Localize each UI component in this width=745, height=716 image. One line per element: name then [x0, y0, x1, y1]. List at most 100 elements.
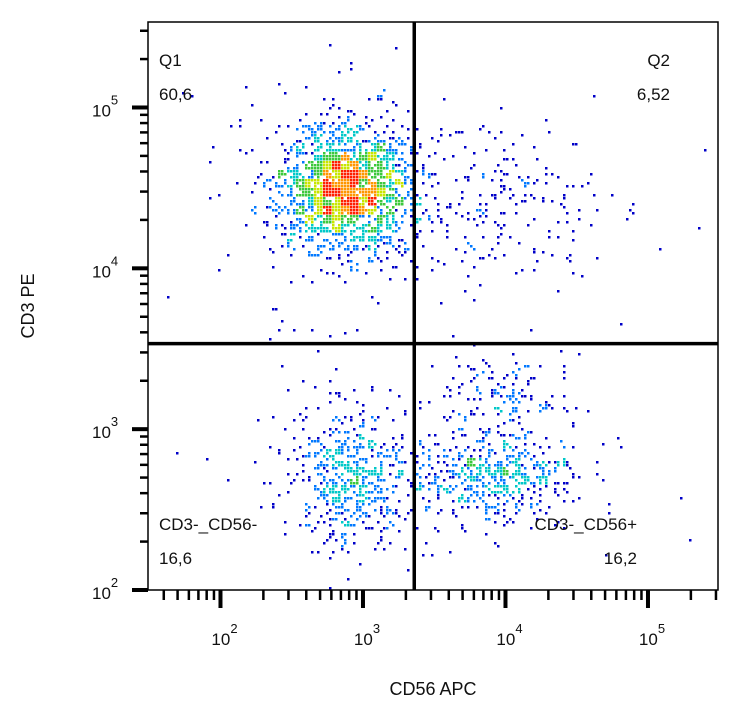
event-dot [380, 473, 383, 476]
event-dot [449, 485, 452, 488]
event-dot [362, 164, 365, 167]
event-dot [365, 188, 368, 191]
event-dot [452, 458, 455, 461]
event-dot [587, 410, 590, 413]
event-dot [182, 92, 185, 95]
event-dot [545, 476, 548, 479]
event-dot [395, 182, 398, 185]
event-dot [281, 173, 284, 176]
event-dot [383, 182, 386, 185]
event-dot [365, 491, 368, 494]
event-dot [296, 155, 299, 158]
event-dot [437, 497, 440, 500]
event-dot [314, 137, 317, 140]
event-dot [410, 509, 413, 512]
event-dot [368, 497, 371, 500]
event-dot [293, 212, 296, 215]
event-dot [368, 443, 371, 446]
event-dot [272, 251, 275, 254]
event-dot [539, 446, 542, 449]
event-dot [317, 149, 320, 152]
event-dot [299, 206, 302, 209]
event-dot [338, 161, 341, 164]
event-dot [299, 446, 302, 449]
event-dot [317, 488, 320, 491]
event-dot [335, 167, 338, 170]
event-dot [305, 179, 308, 182]
event-dot [314, 467, 317, 470]
event-dot [386, 125, 389, 128]
event-dot [452, 377, 455, 380]
event-dot [344, 134, 347, 137]
event-dot [605, 554, 608, 557]
event-dot [341, 479, 344, 482]
event-dot [335, 191, 338, 194]
event-dot [437, 488, 440, 491]
event-dot [479, 455, 482, 458]
event-dot [470, 470, 473, 473]
event-dot [383, 194, 386, 197]
event-dot [317, 164, 320, 167]
event-dot [503, 254, 506, 257]
event-dot [362, 155, 365, 158]
event-dot [407, 512, 410, 515]
event-dot [347, 224, 350, 227]
event-dot [629, 209, 632, 212]
event-dot [368, 245, 371, 248]
event-dot [398, 515, 401, 518]
event-dot [320, 443, 323, 446]
event-dot [401, 140, 404, 143]
event-dot [512, 158, 515, 161]
event-dot [338, 230, 341, 233]
event-dot [461, 197, 464, 200]
event-dot [440, 134, 443, 137]
event-dot [374, 443, 377, 446]
event-dot [332, 485, 335, 488]
event-dot [401, 143, 404, 146]
event-dot [377, 200, 380, 203]
event-dot [398, 200, 401, 203]
event-dot [488, 377, 491, 380]
event-dot [509, 455, 512, 458]
event-dot [308, 239, 311, 242]
event-dot [389, 509, 392, 512]
event-dot [254, 182, 257, 185]
event-dot [482, 431, 485, 434]
event-dot [509, 518, 512, 521]
event-dot [464, 419, 467, 422]
event-dot [362, 419, 365, 422]
event-dot [422, 485, 425, 488]
event-dot [308, 197, 311, 200]
event-dot [563, 206, 566, 209]
event-dot [356, 203, 359, 206]
event-dot [398, 500, 401, 503]
event-dot [431, 173, 434, 176]
event-dot [278, 176, 281, 179]
event-dot [371, 152, 374, 155]
event-dot [338, 71, 341, 74]
event-dot [398, 179, 401, 182]
event-dot [338, 164, 341, 167]
event-dot [527, 431, 530, 434]
event-dot [386, 212, 389, 215]
event-dot [377, 542, 380, 545]
event-dot [350, 179, 353, 182]
event-dot [362, 227, 365, 230]
event-dot [389, 182, 392, 185]
event-dot [332, 530, 335, 533]
event-dot [320, 122, 323, 125]
event-dot [533, 197, 536, 200]
event-dot [377, 521, 380, 524]
event-dot [500, 485, 503, 488]
event-dot [278, 494, 281, 497]
event-dot [317, 203, 320, 206]
event-dot [308, 188, 311, 191]
event-dot [287, 389, 290, 392]
event-dot [455, 131, 458, 134]
event-dot [377, 167, 380, 170]
event-dot [353, 152, 356, 155]
event-dot [485, 458, 488, 461]
event-dot [377, 188, 380, 191]
event-dot [326, 449, 329, 452]
event-dot [482, 446, 485, 449]
